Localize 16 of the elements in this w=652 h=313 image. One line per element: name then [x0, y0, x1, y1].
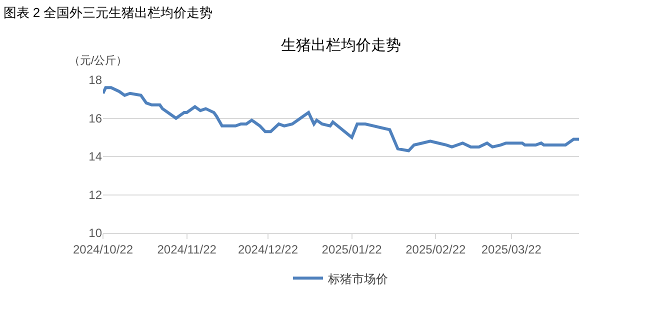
- y-tick-label: 10: [88, 226, 102, 240]
- x-tick-label: 2024/12/22: [238, 242, 298, 256]
- x-tick-label: 2025/03/22: [481, 242, 542, 256]
- x-tick-label: 2025/02/22: [406, 242, 466, 256]
- chart-title: 图表 2 全国外三元生猪出栏均价走势: [3, 4, 213, 20]
- x-tick-label: 2024/11/22: [157, 242, 217, 256]
- line-series: [103, 86, 579, 152]
- chart-subtitle: 生猪出栏均价走势: [281, 37, 401, 54]
- x-tick-label: 2025/01/22: [322, 242, 382, 256]
- y-tick-label: 18: [88, 73, 102, 88]
- x-tick-label: 2024/10/22: [72, 242, 134, 256]
- y-tick-label: 16: [88, 111, 102, 126]
- y-tick-label: 12: [88, 188, 102, 202]
- legend-label: 标猪市场价: [327, 272, 388, 286]
- y-axis-title: （元/公斤）: [69, 54, 128, 67]
- y-tick-label: 14: [88, 150, 102, 164]
